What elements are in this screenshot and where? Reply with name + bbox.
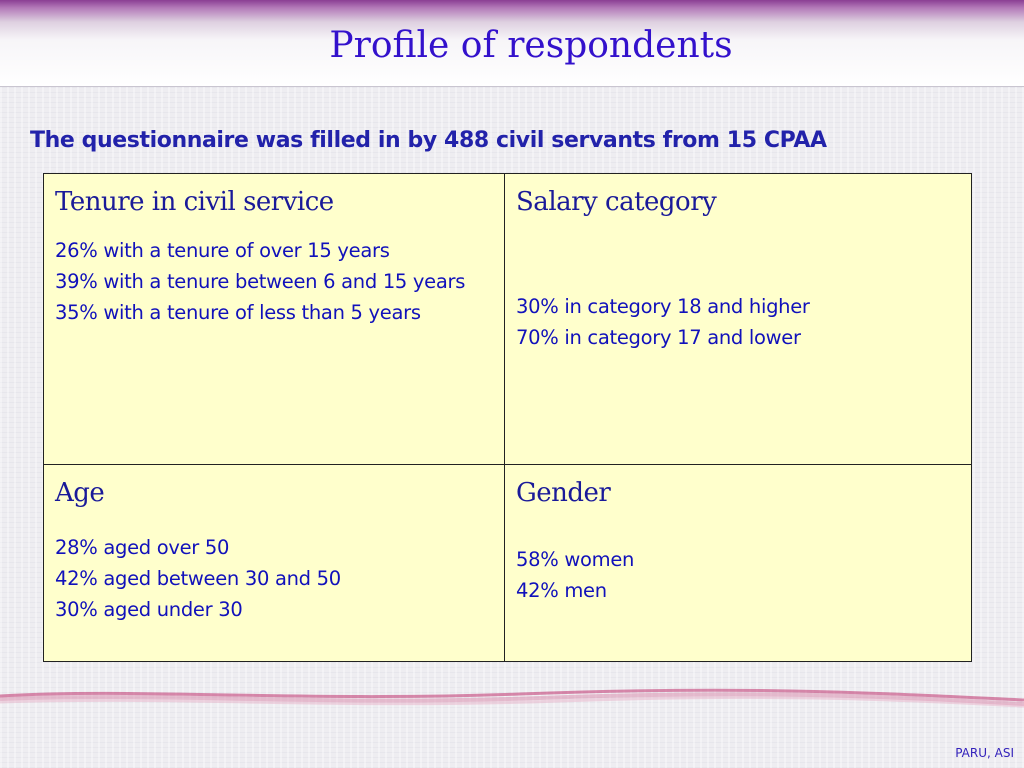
gender-line: 58% women — [516, 548, 635, 571]
age-line: 30% aged under 30 — [55, 598, 243, 621]
tenure-heading: Tenure in civil service — [55, 187, 334, 217]
gender-cell: Gender 58% women 42% men — [505, 465, 971, 661]
age-line: 28% aged over 50 — [55, 536, 230, 559]
salary-line: 30% in category 18 and higher — [516, 295, 810, 318]
tenure-line: 39% with a tenure between 6 and 15 years — [55, 270, 466, 293]
tenure-line: 35% with a tenure of less than 5 years — [55, 301, 421, 324]
slide-title: Profile of respondents — [329, 25, 733, 66]
decorative-wave — [0, 688, 1024, 708]
title-band — [0, 0, 1024, 87]
salary-line: 70% in category 17 and lower — [516, 326, 801, 349]
salary-heading: Salary category — [516, 187, 717, 217]
gender-list: 58% women 42% men — [516, 544, 961, 606]
tenure-line: 26% with a tenure of over 15 years — [55, 239, 390, 262]
tenure-list: 26% with a tenure of over 15 years 39% w… — [55, 235, 494, 328]
age-cell: Age 28% aged over 50 42% aged between 30… — [44, 465, 505, 661]
footer-credit: PARU, ASI — [955, 746, 1014, 760]
age-line: 42% aged between 30 and 50 — [55, 567, 341, 590]
age-list: 28% aged over 50 42% aged between 30 and… — [55, 532, 494, 625]
age-heading: Age — [55, 478, 105, 508]
gender-line: 42% men — [516, 579, 607, 602]
tenure-cell: Tenure in civil service 26% with a tenur… — [44, 174, 505, 465]
profile-table: Tenure in civil service 26% with a tenur… — [43, 173, 972, 662]
gender-heading: Gender — [516, 478, 611, 508]
salary-cell: Salary category 30% in category 18 and h… — [505, 174, 971, 465]
slide-subtitle: The questionnaire was filled in by 488 c… — [30, 128, 827, 153]
salary-list: 30% in category 18 and higher 70% in cat… — [516, 291, 961, 353]
